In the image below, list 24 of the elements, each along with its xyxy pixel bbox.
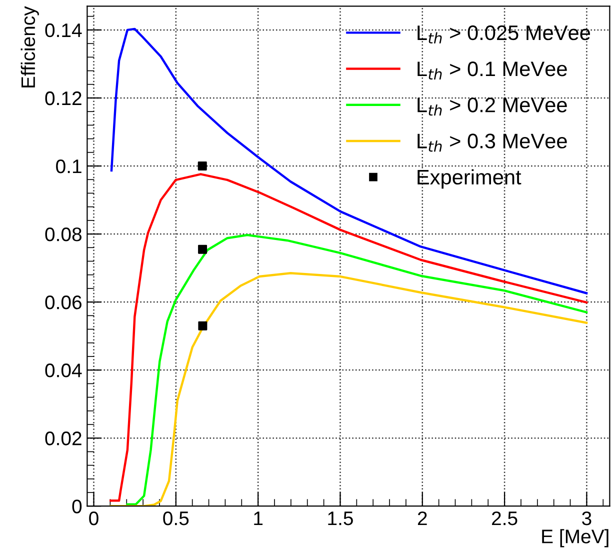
legend-label: L$_{th}$ > 0.3 MeVee — [418, 134, 567, 152]
x-axis-title: E [MeV] — [542, 529, 608, 548]
y-tick-label: 0 — [72, 500, 82, 514]
line-series — [110, 272, 588, 506]
y-axis-title: Efficiency — [20, 6, 39, 88]
legend-label: L$_{th}$ > 0.2 MeVee — [418, 98, 567, 116]
x-tick-label: 2 — [418, 511, 427, 526]
y-tick-label: 0.04 — [45, 364, 82, 378]
x-tick-label: 1 — [254, 512, 263, 526]
x-tick-label: 2.5 — [492, 511, 518, 526]
y-tick-label: 0.02 — [45, 432, 82, 446]
legend-label: L$_{th}$ > 0.025 MeVee — [418, 25, 590, 44]
x-tick-label: 0.5 — [163, 511, 189, 526]
y-tick-label: 0.1 — [56, 159, 82, 174]
y-tick-label: 0.14 — [45, 23, 82, 38]
y-tick-label: 0.08 — [45, 227, 82, 242]
x-tick-label: 3 — [582, 511, 592, 526]
y-tick-label: 0.06 — [45, 296, 82, 310]
x-tick-label: 1.5 — [328, 512, 353, 526]
x-tick-label: 0 — [89, 511, 98, 526]
y-tick-label: 0.12 — [45, 91, 82, 106]
line-series — [126, 234, 588, 506]
legend-label: Experiment — [418, 169, 522, 189]
legend-label: L$_{th}$ > 0.1 MeVee — [418, 61, 567, 80]
